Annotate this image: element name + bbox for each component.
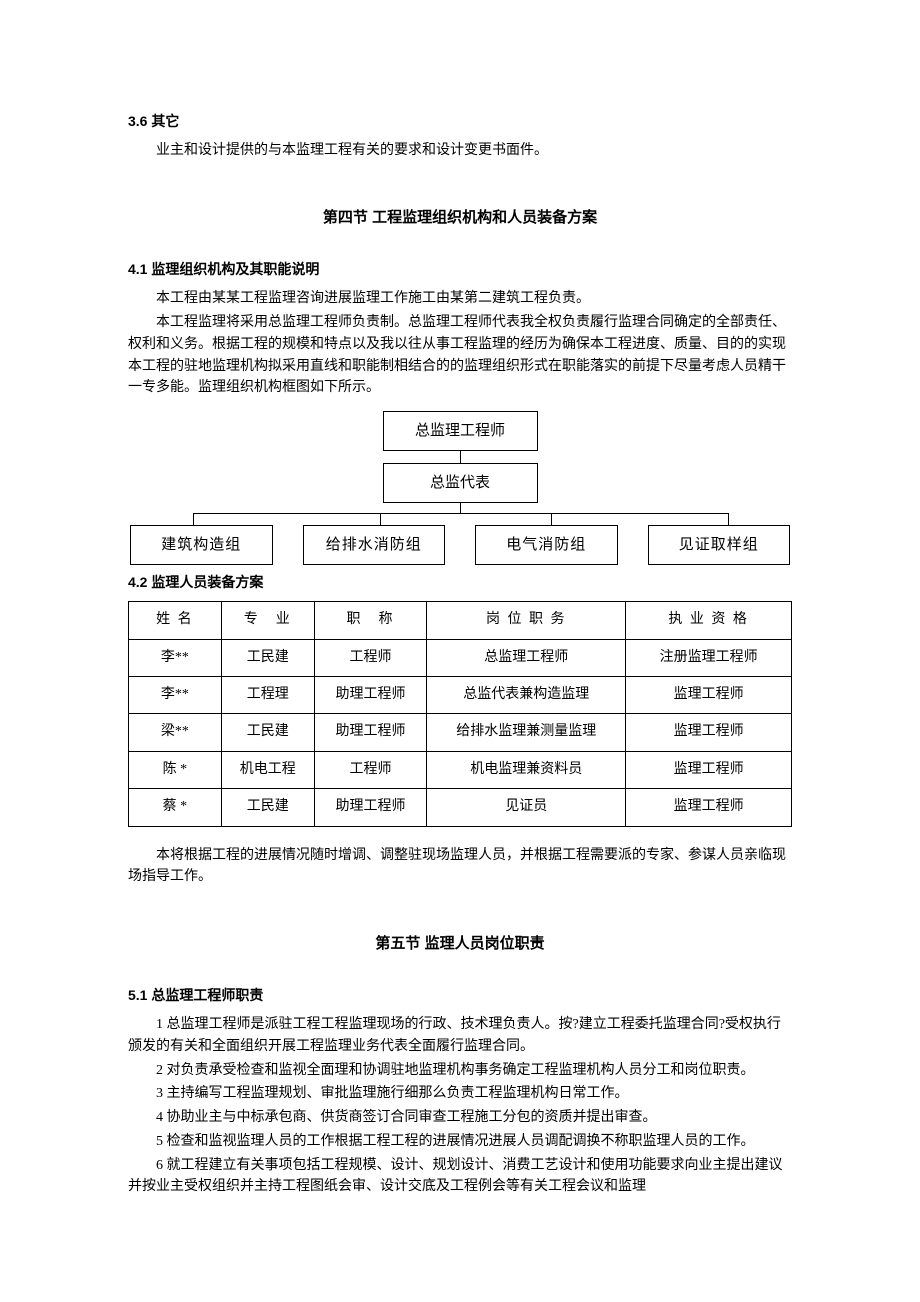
table-cell: 工程理: [221, 677, 314, 714]
list-item: 6 就工程建立有关事项包括工程规模、设计、规划设计、消费工艺设计和使用功能要求向…: [128, 1155, 792, 1198]
list-item: 1 总监理工程师是派驻工程工程监理现场的行政、技术理负责人。按?建立工程委托监理…: [128, 1014, 792, 1057]
para-4-2-note: 本将根据工程的进展情况随时增调、调整驻现场监理人员，并根据工程需要派的专家、参谋…: [128, 845, 792, 888]
table-row: 蔡 *工民建助理工程师见证员监理工程师: [129, 789, 792, 826]
table-cell: 总监理工程师: [427, 639, 626, 676]
org-sub-1: 给排水消防组: [303, 525, 446, 565]
table-cell: 助理工程师: [314, 677, 427, 714]
table-cell: 李**: [129, 639, 222, 676]
table-cell: 工民建: [221, 789, 314, 826]
heading-4-1: 4.1 监理组织机构及其职能说明: [128, 258, 792, 280]
table-cell: 工民建: [221, 714, 314, 751]
table-row: 陈 *机电工程工程师机电监理兼资料员监理工程师: [129, 751, 792, 788]
table-header-1: 专 业: [221, 602, 314, 639]
para-4-1-p2: 本工程监理将采用总监理工程师负责制。总监理工程师代表我全权负责履行监理合同确定的…: [128, 312, 792, 399]
table-cell: 监理工程师: [626, 714, 792, 751]
table-cell: 监理工程师: [626, 677, 792, 714]
table-cell: 工程师: [314, 639, 427, 676]
list-item: 4 协助业主与中标承包商、供货商签订合同审查工程施工分包的资质并提出审查。: [128, 1107, 792, 1129]
table-cell: 给排水监理兼测量监理: [427, 714, 626, 751]
table-body: 李**工民建工程师总监理工程师注册监理工程师李**工程理助理工程师总监代表兼构造…: [129, 639, 792, 826]
table-header-4: 执 业 资 格: [626, 602, 792, 639]
personnel-table: 姓 名 专 业 职 称 岗 位 职 务 执 业 资 格 李**工民建工程师总监理…: [128, 601, 792, 826]
table-header-0: 姓 名: [129, 602, 222, 639]
org-chart: 总监理工程师 总监代表 建筑构造组 给排水消防组 电气消防组 见证取样组: [128, 411, 792, 565]
org-bottom-row: 建筑构造组 给排水消防组 电气消防组 见证取样组: [130, 525, 790, 565]
list-item: 3 主持编写工程监理规划、审批监理施行细那么负责工程监理机构日常工作。: [128, 1083, 792, 1105]
table-cell: 李**: [129, 677, 222, 714]
para-3-6-body: 业主和设计提供的与本监理工程有关的要求和设计变更书面件。: [128, 140, 792, 162]
table-cell: 陈 *: [129, 751, 222, 788]
table-cell: 监理工程师: [626, 789, 792, 826]
para-4-1-p1: 本工程由某某工程监理咨询进展监理工作施工由某第二建筑工程负责。: [128, 288, 792, 310]
table-cell: 机电监理兼资料员: [427, 751, 626, 788]
org-connector: [460, 451, 461, 463]
org-top-box: 总监理工程师: [383, 411, 538, 451]
table-cell: 助理工程师: [314, 789, 427, 826]
table-cell: 工民建: [221, 639, 314, 676]
heading-5-1: 5.1 总监理工程师职责: [128, 984, 792, 1006]
org-sub-3: 见证取样组: [648, 525, 791, 565]
table-cell: 监理工程师: [626, 751, 792, 788]
org-sub-2: 电气消防组: [475, 525, 618, 565]
org-sub-0: 建筑构造组: [130, 525, 273, 565]
table-row: 李**工程理助理工程师总监代表兼构造监理监理工程师: [129, 677, 792, 714]
table-row: 梁**工民建助理工程师给排水监理兼测量监理监理工程师: [129, 714, 792, 751]
table-cell: 助理工程师: [314, 714, 427, 751]
table-header-2: 职 称: [314, 602, 427, 639]
table-header-3: 岗 位 职 务: [427, 602, 626, 639]
table-cell: 注册监理工程师: [626, 639, 792, 676]
table-row: 李**工民建工程师总监理工程师注册监理工程师: [129, 639, 792, 676]
table-cell: 工程师: [314, 751, 427, 788]
table-header-row: 姓 名 专 业 职 称 岗 位 职 务 执 业 资 格: [129, 602, 792, 639]
list-item: 2 对负责承受检查和监视全面理和协调驻地监理机构事务确定工程监理机构人员分工和岗…: [128, 1060, 792, 1082]
table-cell: 蔡 *: [129, 789, 222, 826]
table-cell: 见证员: [427, 789, 626, 826]
table-cell: 梁**: [129, 714, 222, 751]
heading-3-6: 3.6 其它: [128, 110, 792, 132]
org-mid-box: 总监代表: [383, 463, 538, 503]
org-connector-bar: [193, 503, 728, 525]
list-item: 5 检查和监视监理人员的工作根据工程工程的进展情况进展人员调配调换不称职监理人员…: [128, 1131, 792, 1153]
table-cell: 总监代表兼构造监理: [427, 677, 626, 714]
heading-4-2: 4.2 监理人员装备方案: [128, 571, 792, 593]
section-4-title: 第四节 工程监理组织机构和人员装备方案: [128, 206, 792, 230]
section-5-title: 第五节 监理人员岗位职责: [128, 932, 792, 956]
table-cell: 机电工程: [221, 751, 314, 788]
